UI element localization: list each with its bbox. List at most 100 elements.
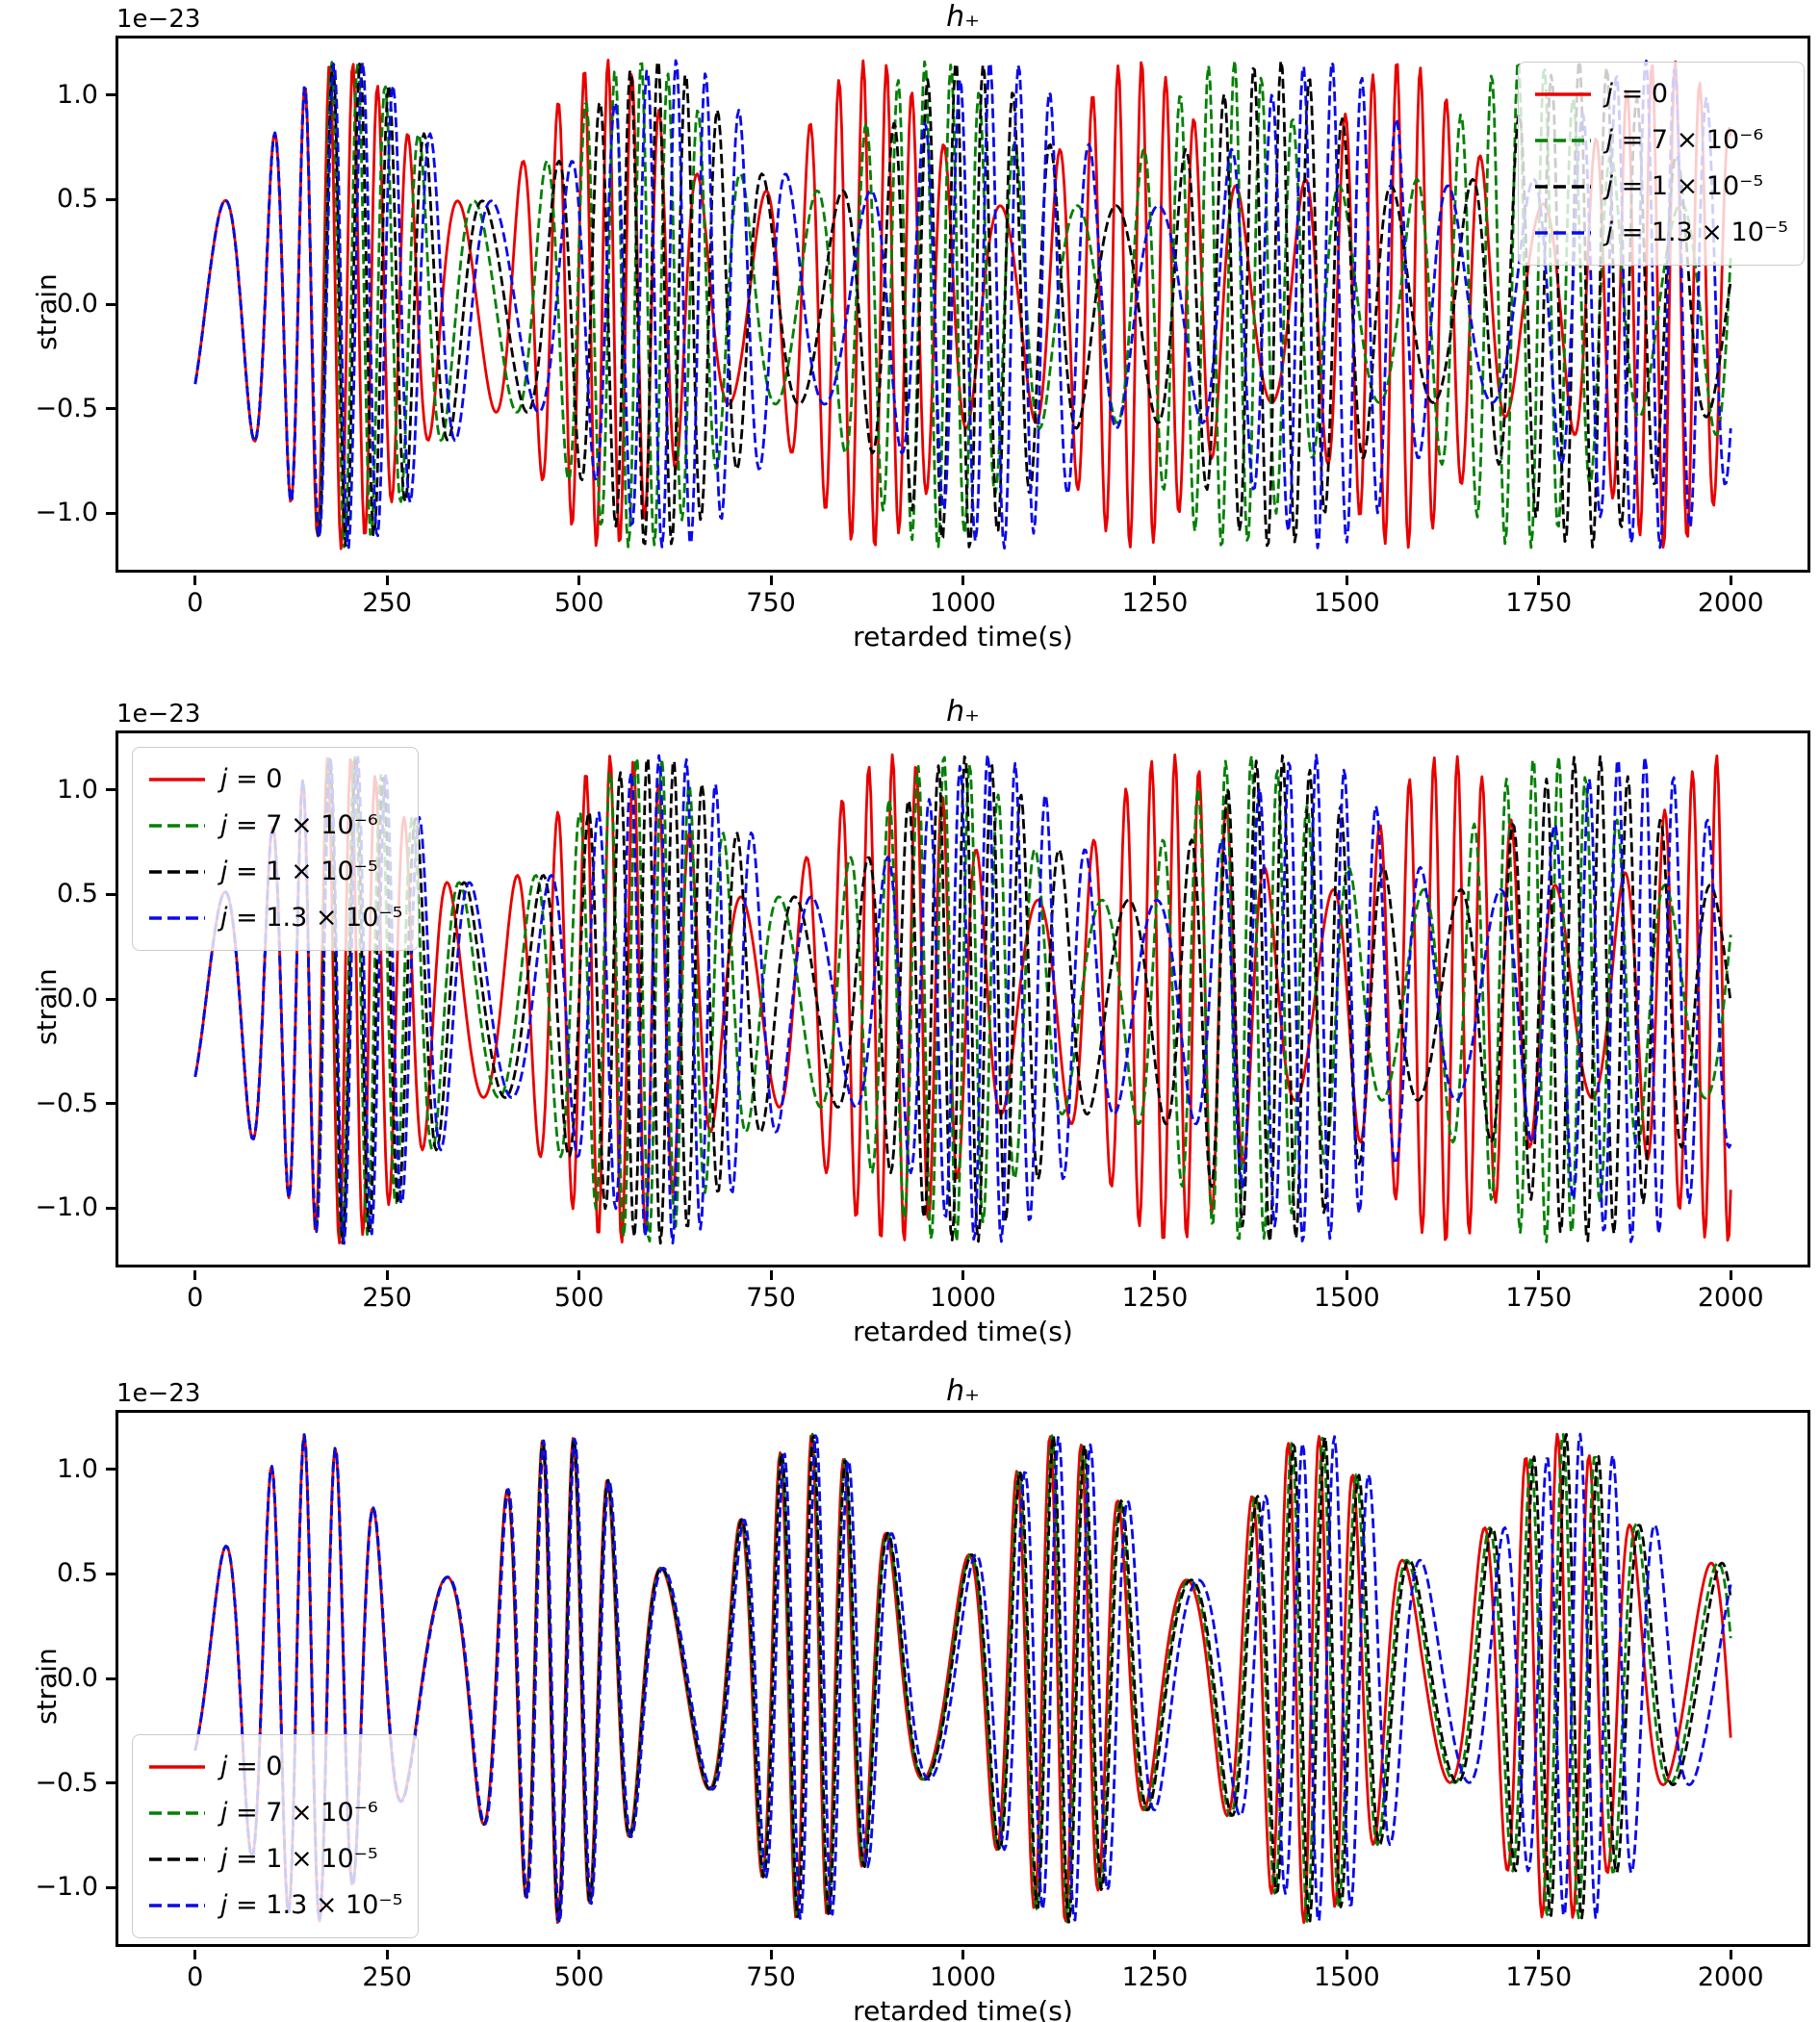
legend: j = 0 j = 7 × 10⁻⁶ j = 1 × 10⁻⁵ j = 1.3 × 1… <box>1517 62 1805 266</box>
legend-label: j = 1 × 10⁻⁵ <box>220 857 378 886</box>
legend-line-sample <box>1534 92 1591 96</box>
series-line-0 <box>193 753 1732 1244</box>
x-tick-label: 2000 <box>1697 1283 1764 1313</box>
legend-entry: j = 1.3 × 10⁻⁵ <box>148 895 402 941</box>
y-axis-tick <box>106 93 115 97</box>
legend-line-sample <box>1534 185 1591 189</box>
y-tick-label: 0.5 <box>57 1558 98 1589</box>
x-axis-tick <box>385 1950 389 1959</box>
plot-area <box>115 1410 1810 1947</box>
x-axis-tick <box>577 576 581 585</box>
series-line-3 <box>193 1432 1732 1924</box>
x-axis-tick <box>961 1950 964 1959</box>
y-tick-label: 1.0 <box>57 1453 98 1484</box>
x-axis-label: retarded time(s) <box>853 1316 1073 1347</box>
legend-label: j = 7 × 10⁻⁶ <box>220 810 378 840</box>
legend-label: j = 7 × 10⁻⁶ <box>220 1798 378 1828</box>
x-axis-tick <box>577 1270 581 1280</box>
legend-line-sample <box>149 1857 205 1861</box>
legend-label: j = 1.3 × 10⁻⁵ <box>1605 218 1788 247</box>
series-line-2 <box>193 754 1732 1245</box>
x-axis-tick <box>961 1270 964 1280</box>
y-axis-offset-text: 1e−23 <box>116 5 201 34</box>
x-axis-tick <box>385 1270 389 1280</box>
legend-line-sample <box>149 1811 205 1815</box>
y-tick-label: 0.5 <box>57 879 98 909</box>
legend-entry: j = 0 <box>148 1744 402 1790</box>
x-axis-tick <box>1729 576 1732 585</box>
series-line-2 <box>193 1432 1732 1924</box>
x-axis-tick <box>1153 1270 1157 1280</box>
y-tick-label: 0.0 <box>57 984 98 1013</box>
legend-entry: j = 1.3 × 10⁻⁵ <box>1534 210 1788 256</box>
legend-entry: j = 0 <box>148 756 402 803</box>
legend-label: j = 0 <box>220 764 283 794</box>
series-line-0 <box>193 1432 1732 1925</box>
y-tick-label: −1.0 <box>35 498 98 528</box>
x-tick-label: 1500 <box>1314 1962 1380 1992</box>
legend-line-sample <box>149 778 205 781</box>
y-tick-label: −1.0 <box>35 1872 98 1903</box>
x-axis-tick <box>1729 1950 1732 1959</box>
y-axis-tick <box>106 407 115 411</box>
y-tick-label: 1.0 <box>57 79 98 110</box>
x-tick-label: 2000 <box>1697 1962 1764 1992</box>
y-axis-tick <box>106 1885 115 1889</box>
x-tick-label: 1000 <box>930 1962 996 1992</box>
legend-line-sample <box>149 824 205 828</box>
y-tick-label: −0.5 <box>35 1767 98 1798</box>
x-tick-label: 750 <box>746 1283 796 1313</box>
series-line-1 <box>193 59 1732 550</box>
x-tick-label: 750 <box>746 588 796 618</box>
legend-entry: j = 7 × 10⁻⁶ <box>148 1790 402 1836</box>
x-tick-label: 250 <box>362 1283 412 1313</box>
x-tick-label: 0 <box>187 1283 204 1313</box>
x-tick-label: 2000 <box>1697 588 1764 618</box>
legend-line-sample <box>1534 139 1591 142</box>
y-axis-tick <box>106 197 115 201</box>
legend-entry: j = 0 <box>1534 71 1788 117</box>
x-axis-tick <box>1729 1270 1732 1280</box>
x-axis-tick <box>193 576 197 585</box>
x-tick-label: 0 <box>187 1962 204 1992</box>
legend-label: j = 0 <box>220 1752 283 1781</box>
x-axis-tick <box>769 576 773 585</box>
x-axis-label: retarded time(s) <box>853 621 1073 653</box>
series-line-3 <box>193 753 1732 1245</box>
x-tick-label: 1500 <box>1314 588 1380 618</box>
x-tick-label: 1750 <box>1505 588 1573 618</box>
x-axis-tick <box>193 1270 197 1280</box>
legend-label: j = 1 × 10⁻⁵ <box>220 1844 378 1874</box>
y-tick-label: 0.5 <box>57 184 98 215</box>
x-tick-label: 500 <box>553 1962 604 1992</box>
y-axis-tick <box>106 788 115 792</box>
x-tick-label: 0 <box>187 588 204 618</box>
y-axis-tick <box>106 1781 115 1785</box>
legend-line-sample <box>1534 231 1591 235</box>
legend-line-sample <box>149 1765 205 1769</box>
x-tick-label: 500 <box>553 588 604 618</box>
series-line-2 <box>193 59 1732 549</box>
legend-entry: j = 1.3 × 10⁻⁵ <box>148 1882 402 1929</box>
x-tick-label: 1000 <box>930 588 996 618</box>
x-axis-tick <box>1537 1270 1541 1280</box>
y-axis-offset-text: 1e−23 <box>116 1379 201 1408</box>
legend-entry: j = 1 × 10⁻⁵ <box>1534 164 1788 210</box>
series-line-0 <box>193 58 1732 550</box>
x-tick-label: 500 <box>553 1283 604 1313</box>
legend-line-sample <box>149 1904 205 1907</box>
legend-label: j = 7 × 10⁻⁶ <box>1605 125 1764 155</box>
legend-entry: j = 7 × 10⁻⁶ <box>1534 117 1788 164</box>
y-axis-tick <box>106 1102 115 1106</box>
y-tick-label: 1.0 <box>57 774 98 805</box>
y-tick-label: 0.0 <box>57 1663 98 1693</box>
x-tick-label: 1500 <box>1314 1283 1380 1313</box>
x-tick-label: 1250 <box>1121 1283 1189 1313</box>
x-tick-label: 1250 <box>1121 588 1189 618</box>
y-axis-tick <box>106 1468 115 1472</box>
x-tick-label: 750 <box>746 1962 796 1992</box>
legend: j = 0 j = 7 × 10⁻⁶ j = 1 × 10⁻⁵ j = 1.3 × 1… <box>132 747 420 951</box>
x-tick-label: 1000 <box>930 1283 996 1313</box>
plot-title: h₊ <box>946 1374 980 1408</box>
